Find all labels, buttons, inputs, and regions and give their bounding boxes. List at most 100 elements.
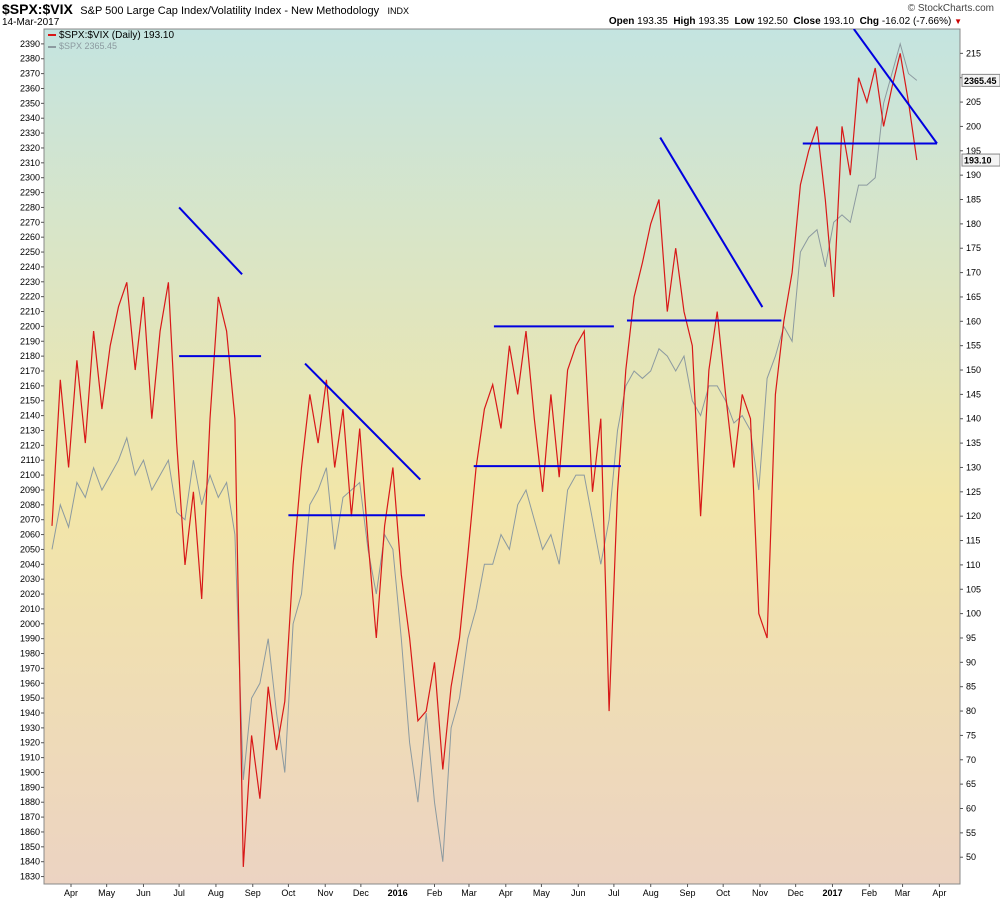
right-tick-label: 215 [966, 48, 981, 58]
legend-label-ratio: $SPX:$VIX (Daily) 193.10 [59, 30, 175, 41]
left-tick-label: 1850 [20, 842, 40, 852]
trendline-down [659, 137, 764, 308]
x-tick-label: Oct [716, 888, 731, 898]
right-tick-label: 175 [966, 243, 981, 253]
left-tick-label: 2020 [20, 589, 40, 599]
ohlc-high-value: 193.35 [698, 16, 729, 27]
x-tick-label: May [533, 888, 551, 898]
chart-title: S&P 500 Large Cap Index/Volatility Index… [80, 5, 380, 17]
x-tick-label: Jul [173, 888, 185, 898]
right-tick-label: 50 [966, 852, 976, 862]
left-tick-label: 2230 [20, 277, 40, 287]
plot-background [43, 28, 961, 885]
left-tick-label: 1880 [20, 797, 40, 807]
right-tick-label: 190 [966, 170, 981, 180]
left-tick-label: 2220 [20, 292, 40, 302]
legend: $SPX:$VIX (Daily) 193.10 $SPX 2365.45 [48, 30, 174, 52]
x-tick-label: Jun [571, 888, 586, 898]
left-tick-label: 2240 [20, 262, 40, 272]
left-tick-label: 2250 [20, 247, 40, 257]
last-ratio-tag [961, 153, 1000, 167]
left-tick-label: 2200 [20, 321, 40, 331]
right-tick-label: 205 [966, 97, 981, 107]
right-tick-label: 90 [966, 657, 976, 667]
x-tick-label: Dec [353, 888, 370, 898]
x-tick-label: Jul [608, 888, 620, 898]
x-tick-label: Apr [499, 888, 513, 898]
x-axis: Apr May Jun Jul Aug Sep Oct Nov Dec 2016 Feb Mar Apr… [64, 884, 946, 898]
right-tick-label: 120 [966, 511, 981, 521]
left-tick-label: 2070 [20, 515, 40, 525]
brand-logo: © StockCharts.com [907, 3, 994, 14]
left-tick-label: 1830 [20, 872, 40, 882]
chart-exchange: INDX [387, 6, 410, 16]
x-tick-label: Feb [427, 888, 443, 898]
x-tick-label: Sep [245, 888, 261, 898]
left-tick-label: 2370 [20, 69, 40, 79]
right-axis: 50 55 60 65 70 75 80 85 90 95 100 105 110 115 120 125 13… [960, 48, 981, 862]
right-tick-label: 125 [966, 487, 981, 497]
left-tick-label: 2040 [20, 559, 40, 569]
last-spx-tag [961, 73, 1000, 87]
left-tick-label: 1930 [20, 723, 40, 733]
left-tick-label: 2130 [20, 425, 40, 435]
left-tick-label: 1910 [20, 753, 40, 763]
right-tick-label: 135 [966, 438, 981, 448]
left-tick-label: 2280 [20, 202, 40, 212]
right-tick-label: 140 [966, 414, 981, 424]
left-tick-label: 2350 [20, 98, 40, 108]
left-tick-label: 2170 [20, 366, 40, 376]
right-tick-label: 80 [966, 706, 976, 716]
x-tick-label: 2016 [388, 888, 408, 898]
ohlc-high-label: High [673, 16, 696, 27]
left-tick-label: 2260 [20, 232, 40, 242]
left-tick-label: 2010 [20, 604, 40, 614]
right-tick-label: 170 [966, 268, 981, 278]
left-tick-label: 2050 [20, 544, 40, 554]
right-tick-label: 185 [966, 195, 981, 205]
left-tick-label: 1980 [20, 649, 40, 659]
left-tick-label: 2090 [20, 485, 40, 495]
x-tick-label: 2017 [822, 888, 842, 898]
down-arrow-icon: ▼ [954, 17, 962, 26]
right-tick-label: 155 [966, 341, 981, 351]
x-tick-label: Apr [64, 888, 78, 898]
ohlc-close-value: 193.10 [823, 16, 855, 27]
right-tick-label: 75 [966, 730, 976, 740]
left-tick-label: 2060 [20, 530, 40, 540]
ohlc-chg-value: -16.02 (-7.66%) [881, 16, 952, 27]
left-tick-label: 1950 [20, 693, 40, 703]
x-tick-label: Oct [281, 888, 296, 898]
legend-label-spx: $SPX 2365.45 [59, 41, 118, 51]
ohlc-low-value: 192.50 [757, 16, 788, 27]
chart-date: 14-Mar-2017 [2, 17, 60, 28]
left-tick-label: 2210 [20, 307, 40, 317]
right-tick-label: 195 [966, 146, 981, 156]
ohlc-bar: Open 193.35 High 193.35 Low 192.50 Close… [609, 16, 962, 27]
right-tick-label: 65 [966, 779, 976, 789]
right-tick-label: 180 [966, 219, 981, 229]
x-tick-label: Apr [932, 888, 946, 898]
right-tick-label: 70 [966, 755, 976, 765]
left-tick-label: 1870 [20, 812, 40, 822]
left-tick-label: 1890 [20, 782, 40, 792]
last-spx-value: 2365.45 [964, 76, 997, 86]
left-tick-label: 2190 [20, 336, 40, 346]
left-tick-label: 2340 [20, 113, 40, 123]
right-tick-label: 55 [966, 828, 976, 838]
chart-symbol: $SPX:$VIX [2, 1, 73, 17]
right-tick-label: 115 [966, 536, 980, 546]
left-tick-label: 2330 [20, 128, 40, 138]
ohlc-open-value: 193.35 [637, 16, 668, 27]
x-tick-label: Mar [895, 888, 911, 898]
left-tick-label: 2030 [20, 574, 40, 584]
legend-item-ratio: $SPX:$VIX (Daily) 193.10 [48, 30, 174, 41]
x-tick-label: Nov [752, 888, 769, 898]
last-ratio-value: 193.10 [964, 156, 992, 166]
ohlc-chg-label: Chg [859, 16, 880, 27]
series-spx-line [51, 42, 918, 862]
last-value-tags: 2365.45 193.10 [961, 73, 1000, 167]
legend-item-spx: $SPX 2365.45 [48, 41, 174, 52]
trendline-down [304, 362, 421, 481]
